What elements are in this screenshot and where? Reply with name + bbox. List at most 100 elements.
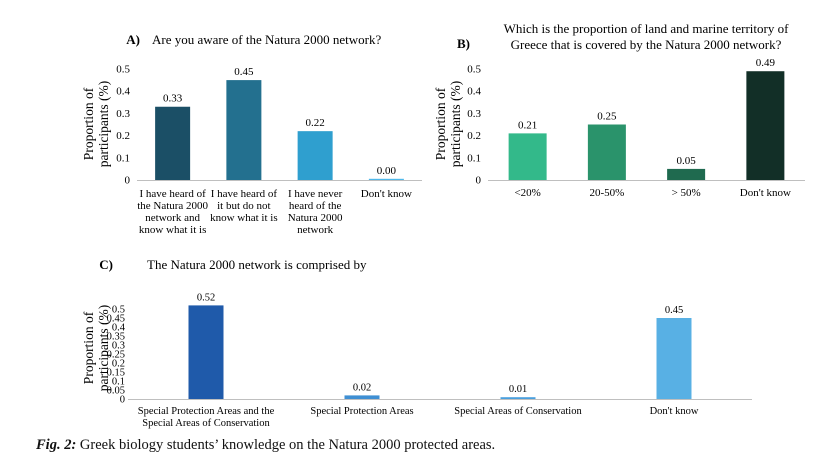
y-tick-label: 0.1 [112,377,125,388]
data-label: 0.25 [597,111,617,123]
figure-caption: Fig. 2: Greek biology students’ knowledg… [36,437,495,454]
x-tick-label: I have never heard of the Natura 2000 netwo… [288,188,343,236]
x-tick-label: I have heard of it but do not know what it… [210,188,278,224]
y-axis-label-line: participants (%) [448,81,463,168]
y-tick-label: 0 [120,395,125,406]
y-tick-label: 0.5 [112,305,125,316]
x-tick-label-line: Special Protection Areas [310,406,413,417]
y-tick-label: 0.1 [467,152,481,164]
x-tick-label: 20-50% [589,187,624,199]
x-tick-label-line: I have heard of [139,188,206,200]
caption-text: Greek biology students’ knowledge on the… [76,437,496,453]
y-axis-label: Proportion ofparticipants (%) [81,81,111,168]
y-axis-label-line: participants (%) [96,81,111,168]
x-tick-label-line: 20-50% [589,187,624,199]
y-tick-label: 0.1 [116,152,130,164]
y-tick-label: 0.5 [467,64,481,76]
x-tick-label-line: it but do not [217,200,270,212]
bar [746,71,785,180]
y-axis-label: Proportion ofparticipants (%) [81,305,111,392]
x-tick-label: I have heard of the Natura 2000 network an… [137,188,208,236]
y-tick-label: 0.3 [116,108,130,120]
x-tick-label: Special Areas of Conservation [454,406,582,417]
bar [500,397,536,399]
x-tick-label-line: the Natura 2000 [137,200,208,212]
x-tick-label-line: network [297,224,334,236]
bar [656,318,692,399]
x-tick-label-line: know what it is [210,212,278,224]
chart-title: The Natura 2000 network is comprised by [147,257,367,272]
y-axis-label-line: Proportion of [81,311,96,384]
chart-title: Which is the proportion of land and mari… [504,21,790,52]
x-tick-label-line: heard of the [289,200,342,212]
y-tick-label: 0.05 [107,386,125,397]
data-label: 0.45 [665,305,683,316]
bar [508,133,547,180]
chart-panel-b: B) Which is the proportion of land and ma… [433,21,805,199]
y-tick-label: 0.2 [112,359,125,370]
chart-title-line: Greece that is covered by the Natura 200… [511,37,782,52]
x-tick-label-line: know what it is [139,224,207,236]
panel-label: B) [457,36,470,51]
x-tick-label-line: > 50% [672,187,701,199]
x-tick-label-line: I have never [288,188,343,200]
y-tick-label: 0 [125,175,131,187]
data-label: 0.49 [756,57,776,69]
y-tick-label: 0.25 [107,350,125,361]
y-axis-label: Proportion ofparticipants (%) [433,81,463,168]
data-label: 0.21 [518,119,537,131]
x-tick-label: > 50% [672,187,701,199]
bar [667,168,706,180]
bar [226,80,262,180]
x-tick-label-line: Special Areas of Conservation [454,406,582,417]
x-tick-label-line: Don't know [740,187,791,199]
y-tick-label: 0.2 [467,130,481,142]
data-label: 0.33 [163,93,183,105]
x-tick-label-line: Don't know [650,406,699,417]
data-label: 0.00 [377,165,397,177]
y-tick-label: 0.4 [467,86,481,98]
x-tick-label-line: network and [145,212,200,224]
bar [297,131,333,180]
x-tick-label: Don't know [361,188,412,200]
chart-title: Are you aware of the Natura 2000 network… [152,32,381,47]
bar [188,305,224,399]
x-tick-label-line: Natura 2000 [288,212,343,224]
x-tick-label: <20% [514,187,540,199]
x-tick-label-line: <20% [514,187,540,199]
chart-title-line: Which is the proportion of land and mari… [504,21,790,36]
chart-panel-c: C) The Natura 2000 network is comprised b… [81,257,752,429]
x-tick-label-line: Special Areas of Conservation [142,418,270,429]
x-tick-label: Special Protection Areas and the Special … [138,406,275,429]
y-axis-label-line: participants (%) [96,305,111,392]
y-tick-label: 0.45 [107,314,125,325]
data-label: 0.02 [353,382,371,393]
data-label: 0.01 [509,384,527,395]
y-tick-label: 0.35 [107,332,125,343]
bar [368,178,404,180]
y-tick-label: 0.3 [467,108,481,120]
y-tick-label: 0.2 [116,130,130,142]
bar [344,395,380,399]
caption-label: Fig. 2: [36,437,77,453]
panel-label: C) [99,257,113,272]
x-tick-label-line: I have heard of [211,188,278,200]
data-label: 0.05 [677,155,697,167]
y-tick-label: 0.4 [112,323,126,334]
data-label: 0.52 [197,292,215,303]
x-tick-label-line: Don't know [361,188,412,200]
x-tick-label-line: Special Protection Areas and the [138,406,275,417]
y-tick-label: 0.15 [107,368,125,379]
y-axis-label-line: Proportion of [433,87,448,160]
bar [587,124,626,180]
y-tick-label: 0.3 [112,341,125,352]
y-tick-label: 0.4 [116,86,130,98]
data-label: 0.22 [306,117,325,129]
y-tick-label: 0 [476,175,482,187]
data-label: 0.45 [234,66,254,78]
x-tick-label: Don't know [740,187,791,199]
panel-label: A) [126,32,140,47]
bar [155,106,191,180]
y-axis-label-line: Proportion of [81,87,96,160]
